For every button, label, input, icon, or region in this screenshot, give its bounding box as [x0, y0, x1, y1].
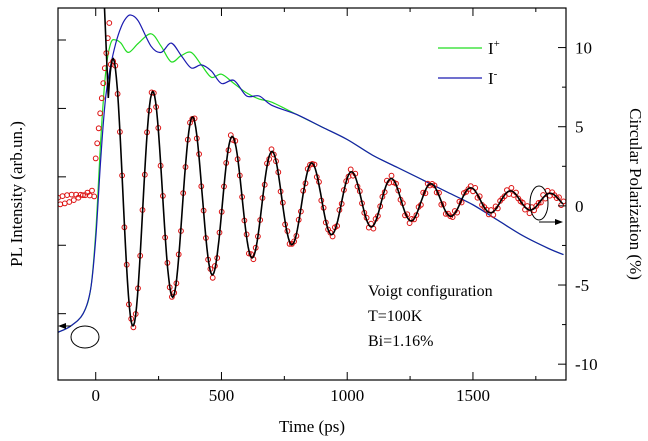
annotation-line-temperature: T=100K: [368, 308, 423, 325]
polarization-data-point: [411, 216, 418, 223]
y-right-tick-label: 0: [575, 197, 584, 216]
polarization-data-point: [92, 155, 99, 162]
annotation-line-bismuth: Bi=1.16%: [368, 333, 433, 350]
polarization-data-point: [59, 193, 66, 200]
polarization-data-point: [535, 200, 542, 206]
annotation-line-configuration: Voigt configuration: [368, 283, 493, 300]
polarization-data-point: [98, 95, 105, 102]
plot-frame: [57, 7, 567, 381]
right-axis-ellipse: [529, 185, 549, 221]
polarization-data-point: [100, 80, 107, 87]
x-axis-title: Time (ps): [279, 417, 345, 436]
y-right-tick-label: -5: [575, 276, 589, 295]
x-tick-label: 500: [209, 386, 235, 405]
legend-label-iplus: I+: [488, 38, 500, 58]
right-axis-arrow-head: [555, 219, 563, 225]
x-tick-label: 0: [91, 386, 100, 405]
right-axis-marker: [529, 185, 563, 225]
legend: I+ I-: [438, 38, 500, 88]
polarization-data-point: [347, 166, 354, 173]
y-right-tick-label: -10: [575, 355, 598, 374]
annotation: Voigt configuration T=100K Bi=1.16%: [368, 283, 493, 350]
y-right-tick-label: 10: [575, 39, 592, 58]
plot-area: [58, 8, 566, 333]
polarization-data-point: [508, 185, 515, 191]
polarization-data-point: [70, 197, 77, 204]
polarization-data-point: [95, 125, 102, 132]
series-iminus-line: [58, 14, 564, 333]
y-right-axis-title: Circular Polarization (%): [626, 108, 645, 280]
y-left-axis-title: PL Intensity (arb.un.): [7, 121, 26, 267]
polarization-data-point: [80, 192, 86, 199]
legend-label-iminus: I-: [488, 68, 498, 88]
fit-line: [103, 8, 564, 327]
left-axis-ellipse: [70, 325, 100, 349]
polarization-data-point: [209, 274, 216, 281]
axis-ticks: 0 500 1000 1500 10 5 0 -5 -10: [58, 8, 598, 405]
polarization-data-point: [94, 140, 101, 147]
x-tick-label: 1500: [456, 386, 490, 405]
polarization-data-point: [91, 193, 98, 200]
y-right-tick-label: 5: [575, 118, 584, 137]
polarization-data-point: [97, 110, 104, 117]
polarization-data-point: [106, 20, 113, 26]
left-axis-marker: [58, 323, 100, 349]
polarization-data-point: [89, 187, 95, 194]
left-axis-arrow-head: [58, 323, 66, 329]
x-tick-label: 1000: [330, 386, 364, 405]
polarization-data-point: [388, 172, 395, 179]
polarization-data-point: [58, 201, 64, 208]
